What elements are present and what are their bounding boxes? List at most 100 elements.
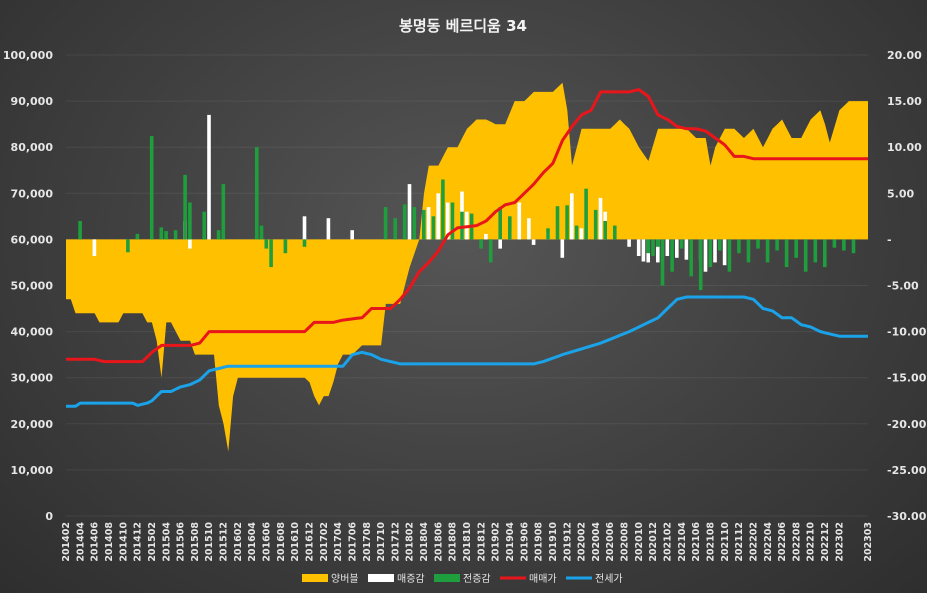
jeonse-change-bar xyxy=(173,230,178,240)
x-tick-label: 201604 xyxy=(247,522,258,562)
legend-label: 매매가 xyxy=(529,573,557,585)
x-tick-label: 202206 xyxy=(777,522,788,562)
jeonse-change-bar xyxy=(646,239,650,254)
x-tick-label: 202002 xyxy=(577,522,588,562)
x-tick-label: 202202 xyxy=(748,522,759,562)
x-tick-label: 201810 xyxy=(462,522,473,562)
left-tick-label: 20,000 xyxy=(11,418,54,431)
legend-swatch xyxy=(368,574,394,582)
right-tick-label: - xyxy=(887,233,892,246)
sale-price-line xyxy=(66,88,868,364)
left-tick-label: 60,000 xyxy=(11,233,54,246)
sale-change-bar xyxy=(665,239,670,256)
left-tick-label: 30,000 xyxy=(11,372,54,385)
right-tick-label: -25.00 xyxy=(887,464,927,477)
right-tick-label: -30.00 xyxy=(887,510,927,523)
sale-change-bar xyxy=(675,239,679,258)
sale-change-bar xyxy=(517,202,522,240)
sale-change-bar xyxy=(627,239,631,247)
jeonse-change-bar xyxy=(412,207,417,240)
jeonse-change-bar xyxy=(823,239,827,268)
right-tick-label: -15.00 xyxy=(887,372,927,385)
sale-change-bar xyxy=(684,239,689,260)
x-tick-label: 201510 xyxy=(204,522,215,562)
jeonse-change-bar xyxy=(574,225,579,240)
x-tick-label: 202110 xyxy=(720,522,731,562)
left-tick-label: 40,000 xyxy=(11,326,54,339)
jeonse-change-bar xyxy=(689,239,693,277)
jeonse-change-bar xyxy=(431,216,436,240)
x-tick-label: 202204 xyxy=(763,522,774,562)
sale-change-bar xyxy=(641,239,646,262)
jeonse-change-bar xyxy=(737,239,741,254)
legend: 양버블 매증감 전증감 매매가 전세가 xyxy=(302,573,623,585)
jeonse-change-bar xyxy=(259,225,264,240)
x-tick-label: 202303 xyxy=(863,522,874,562)
jeonse-change-bar xyxy=(842,239,846,251)
jeonse-change-bar xyxy=(498,207,502,240)
jeonse-change-bar xyxy=(283,239,288,254)
jeonse-change-bar xyxy=(441,179,445,240)
x-tick-label: 202104 xyxy=(677,522,688,562)
x-tick-label: 201910 xyxy=(548,522,559,562)
x-tick-label: 201512 xyxy=(219,522,230,562)
right-tick-label: -10.00 xyxy=(887,326,927,339)
sale-change-bar xyxy=(188,239,192,249)
x-tick-label: 202008 xyxy=(620,522,631,562)
x-tick-label: 201806 xyxy=(433,522,444,562)
jeonse-change-bar xyxy=(832,239,837,248)
jeonse-change-bar xyxy=(164,231,168,240)
x-tick-label: 201704 xyxy=(333,522,344,562)
sale-change-bar xyxy=(326,218,331,240)
jeonse-change-bar xyxy=(402,204,407,240)
legend-label: 전세가 xyxy=(595,573,623,585)
jeonse-change-bar xyxy=(149,136,154,240)
jeonse-change-bar xyxy=(126,239,130,253)
sale-change-bar xyxy=(407,184,412,240)
sale-change-bar xyxy=(527,218,531,240)
x-tick-label: 202210 xyxy=(806,522,817,562)
yangbubble-shape xyxy=(66,82,868,452)
legend-swatch xyxy=(302,574,328,582)
x-tick-label: 201502 xyxy=(147,522,158,562)
jeonse-change-bar xyxy=(488,239,493,263)
jeonse-change-bar xyxy=(813,239,818,263)
left-tick-label: 70,000 xyxy=(11,187,54,200)
sale-change-bar xyxy=(560,239,565,258)
x-tick-label: 202102 xyxy=(663,522,674,562)
x-tick-label: 202010 xyxy=(634,522,645,562)
left-tick-label: 100,000 xyxy=(3,49,53,62)
x-tick-label: 201706 xyxy=(347,522,358,562)
jeonse-price-line xyxy=(66,295,868,408)
x-tick-label: 201710 xyxy=(376,522,387,562)
x-tick-label: 201610 xyxy=(290,522,301,562)
right-tick-label: 5.00 xyxy=(887,187,914,200)
jeonse-change-bar xyxy=(202,211,206,240)
x-tick-label: 201406 xyxy=(90,522,101,562)
jeonse-change-bar xyxy=(422,209,426,240)
jeonse-change-bar xyxy=(383,207,388,240)
jeonse-change-bar xyxy=(188,202,192,240)
x-tick-label: 201808 xyxy=(448,522,459,562)
x-tick-label: 202006 xyxy=(605,522,616,562)
x-tick-label: 201712 xyxy=(390,522,401,562)
jeonse-change-bar xyxy=(555,206,560,240)
x-tick-label: 201602 xyxy=(233,522,244,562)
sale-change-bar xyxy=(579,228,584,240)
jeonse-change-bar xyxy=(756,239,760,249)
jeonse-change-bar xyxy=(660,239,665,286)
jeonse-change-bar xyxy=(508,216,512,240)
sale-change-bar xyxy=(92,239,97,256)
chart-title: 봉명동 베르디움 34 xyxy=(399,17,527,35)
x-tick-label: 201802 xyxy=(405,522,416,562)
x-tick-label: 201504 xyxy=(161,522,172,562)
x-tick-label: 201408 xyxy=(104,522,115,562)
left-tick-label: 10,000 xyxy=(11,464,54,477)
x-tick-label: 201612 xyxy=(304,522,315,562)
jeonse-change-bar xyxy=(565,205,569,240)
jeonse-change-bar xyxy=(775,239,779,251)
sale-change-bar xyxy=(636,239,641,256)
sale-change-bar xyxy=(350,230,354,240)
x-tick-label: 201702 xyxy=(319,522,330,562)
